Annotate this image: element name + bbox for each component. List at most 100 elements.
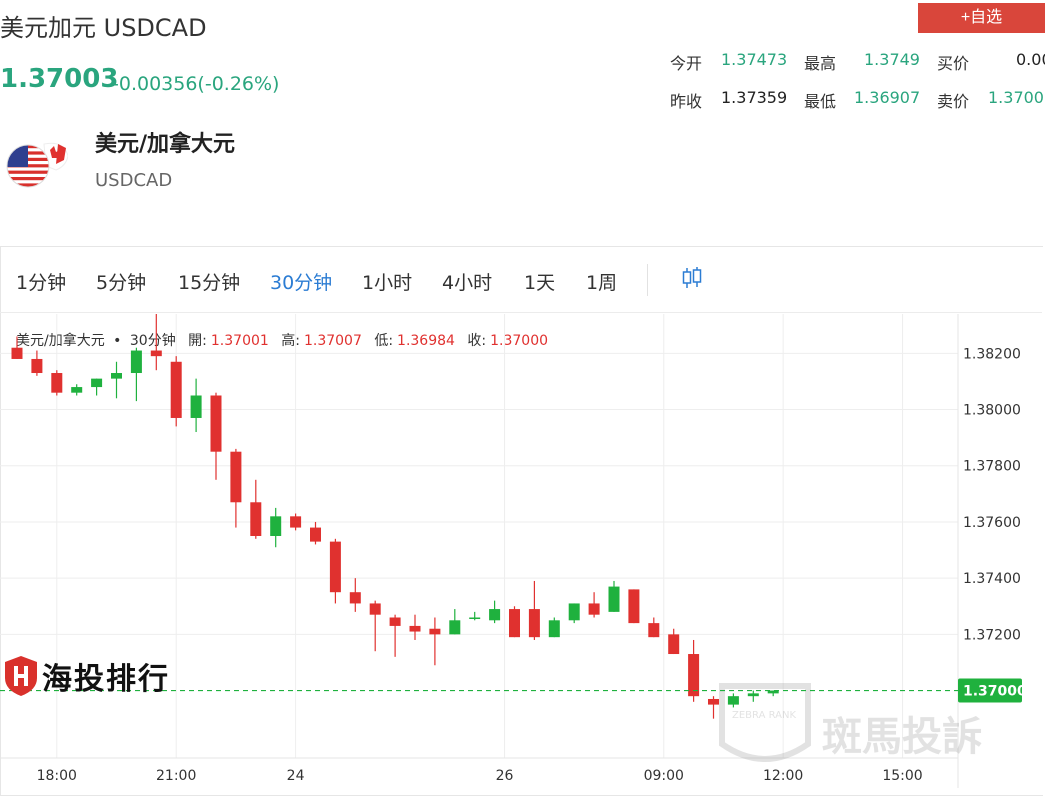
candle-body [250,502,262,536]
current-price: 1.37003 [0,64,119,94]
legend-high-value: 1.37007 [303,333,362,349]
candle-body [608,586,620,612]
open-value: 1.37473 [721,50,788,69]
candle-body [349,592,361,604]
x-tick-label: 09:00 [644,768,684,784]
candle-body [409,625,421,632]
page-title: 美元加元 USDCAD [0,14,207,42]
candle-body [708,698,719,705]
tab-30min[interactable]: 30分钟 [270,272,333,294]
high-label: 最高 [804,54,837,73]
candle-body [489,609,501,621]
y-tick-label: 1.37400 [963,571,1021,587]
ohlc-legend: 美元/加拿大元 • 30分钟 開: 1.37001 高: 1.37007 低: 1.3… [16,330,552,350]
bid-label: 买价 [937,54,970,73]
us-canada-flag-icon [6,142,68,188]
tab-4hour[interactable]: 4小时 [442,272,493,294]
tab-1week[interactable]: 1周 [586,272,618,294]
zebra-logo-small-text: ZEBRA RANK [732,710,796,721]
candle-body [270,516,282,536]
zebra-logo-text: 斑馬投訴 [822,714,982,760]
ask-value: 1.37003 [988,88,1045,107]
candlestick-chart[interactable]: 1.38200 1.38000 1.37800 1.37600 1.37400 1.372… [0,314,1042,792]
candle-body [51,373,63,393]
prev-close-label: 昨收 [670,92,703,111]
candle-body [130,350,142,374]
candlestick-type-icon[interactable] [681,266,703,290]
candle-body [190,395,202,418]
prev-close-value: 1.37359 [721,88,788,107]
ask-label: 卖价 [937,92,970,111]
legend-low-label: 低: [374,333,394,349]
legend-pair-name: 美元/加拿大元 [16,333,105,349]
tab-1min[interactable]: 1分钟 [16,272,67,294]
candle-body [91,378,103,388]
y-tick-label: 1.38000 [963,403,1021,419]
shield-logo-icon [5,656,37,696]
candle-body [528,609,540,638]
candle-body [747,693,759,697]
pair-name: 美元/加拿大元 [95,132,236,157]
x-tick-label: 12:00 [763,768,803,784]
tab-divider [647,264,648,296]
legend-open-value: 1.37001 [210,333,269,349]
interval-tabs [0,248,1042,313]
pair-code: USDCAD [95,170,173,191]
candle-body [648,623,660,638]
current-price-tag [958,678,1022,703]
candle-body [369,603,381,615]
x-tick-label: 24 [287,768,305,784]
candle-body [509,609,520,638]
x-tick-label: 15:00 [882,768,922,784]
open-label: 今开 [670,54,703,73]
high-value: 1.3749 [864,50,920,69]
legend-dot: • [113,333,122,349]
low-value: 1.36907 [854,88,921,107]
y-tick-label: 1.37600 [963,515,1021,531]
candle-body [469,617,481,619]
y-tick-label: 1.38200 [963,346,1021,362]
candle-body [548,620,560,638]
candle-body [170,361,182,418]
tab-1hour[interactable]: 1小时 [362,272,413,294]
zebra-watermark-logo: 斑馬投訴 ZEBRA RANK [719,683,982,762]
x-tick-label: 21:00 [156,768,196,784]
candle-body [727,696,739,705]
add-watchlist-button[interactable]: +自选 [918,3,1045,33]
low-label: 最低 [804,92,837,111]
candle-body [230,451,242,503]
price-change: -0.00356(-0.26%) [112,73,280,95]
candle-body [329,541,341,593]
candle-body [150,350,162,357]
legend-low-value: 1.36984 [397,333,455,349]
candle-body [71,387,83,393]
bid-value: 0.00 [1016,50,1045,69]
candle-body [11,347,23,359]
x-tick-label: 26 [496,768,514,784]
candle-body [111,373,122,379]
current-price-label: 1.37000 [963,684,1027,700]
candle-body [688,654,700,697]
candle-body [310,527,321,542]
candle-body [767,690,779,694]
candle-body [31,358,43,374]
tab-5min[interactable]: 5分钟 [96,272,147,294]
left-logo-text: 海投排行 [42,662,170,697]
candle-body [568,603,580,621]
candle-body [290,516,302,528]
candle-body [449,620,461,635]
tab-1day[interactable]: 1天 [524,272,556,294]
y-tick-label: 1.37800 [963,459,1021,475]
tab-15min[interactable]: 15分钟 [178,272,241,294]
y-tick-label: 1.37200 [963,627,1021,643]
legend-open-label: 開: [188,333,207,349]
candle-body [668,634,680,655]
x-tick-label: 18:00 [37,768,77,784]
candle-body [628,589,640,624]
candle-body [389,617,401,626]
legend-close-label: 收: [467,333,487,349]
legend-interval: 30分钟 [129,333,176,349]
candle-body [210,395,222,452]
candle-body [429,628,441,635]
candle-body [588,603,600,615]
